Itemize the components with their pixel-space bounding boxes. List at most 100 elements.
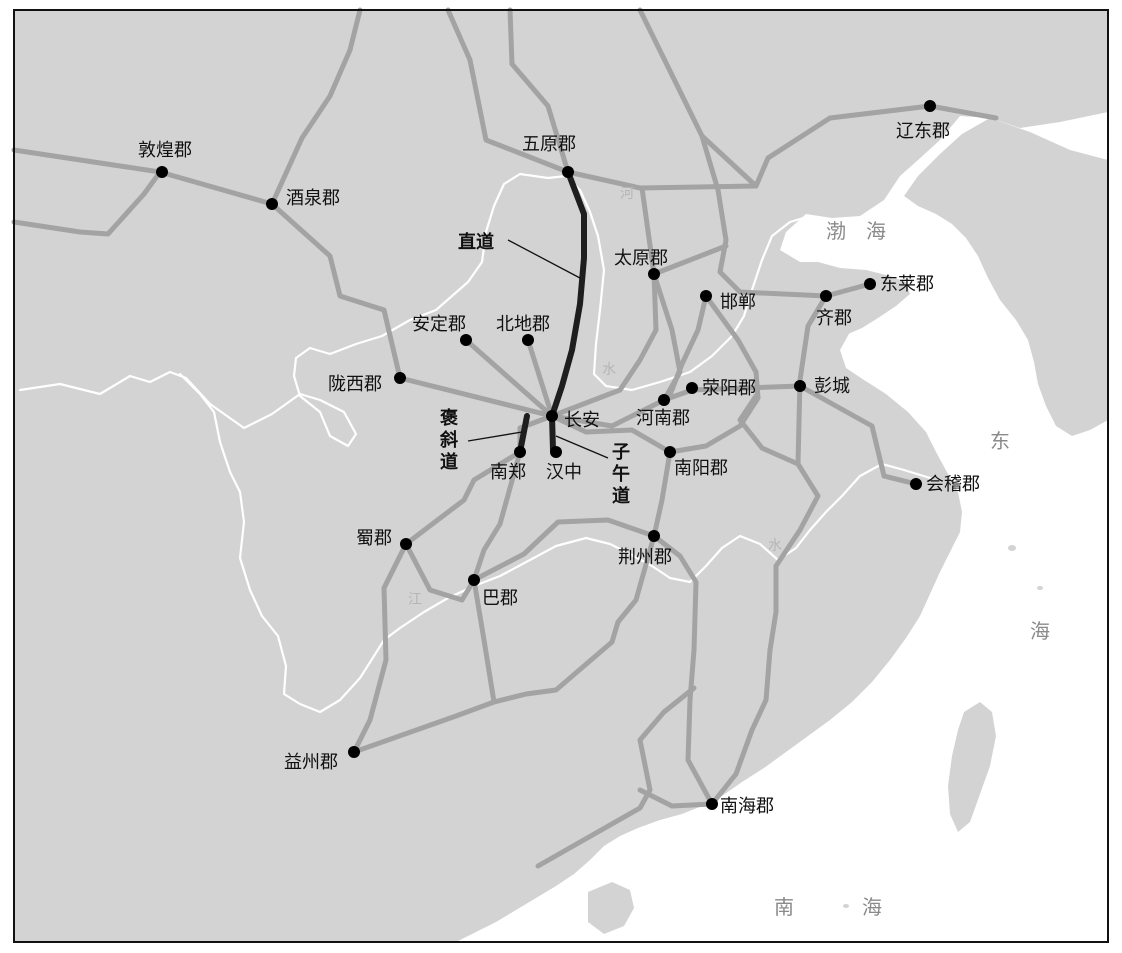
city-label-longxi: 陇西郡 bbox=[328, 374, 382, 395]
sea-label-nanhai-2: 海 bbox=[862, 895, 882, 919]
city-labels: 敦煌郡 酒泉郡 五原郡 辽东郡 太原郡 邯郸 齐郡 东莱郡 安定郡 北地郡 陇西… bbox=[138, 121, 980, 817]
city-label-ba: 巴郡 bbox=[482, 588, 518, 609]
city-dot-qi[interactable] bbox=[820, 290, 832, 302]
route-label-ziwu-3: 道 bbox=[612, 485, 630, 507]
city-dot-taiyuan[interactable] bbox=[648, 268, 660, 280]
city-label-beidi: 北地郡 bbox=[496, 314, 550, 335]
city-dot-changan[interactable] bbox=[546, 410, 558, 422]
leader-lines bbox=[467, 239, 609, 459]
city-dot-longxi[interactable] bbox=[394, 372, 406, 384]
city-dot-nanzheng[interactable] bbox=[514, 446, 526, 458]
city-dot-kuaiji[interactable] bbox=[910, 478, 922, 490]
land-shandong bbox=[840, 268, 910, 334]
land-island bbox=[1008, 545, 1016, 551]
route-label-ziwu-1: 子 bbox=[612, 442, 630, 463]
city-label-liaodong: 辽东郡 bbox=[896, 121, 950, 142]
route-label-ziwu-2: 午 bbox=[612, 463, 630, 485]
city-dot-wuyuan[interactable] bbox=[562, 166, 574, 178]
city-dots bbox=[156, 100, 936, 810]
city-dot-nanhai[interactable] bbox=[706, 798, 718, 810]
land-island bbox=[1066, 379, 1090, 389]
city-dot-handan[interactable] bbox=[700, 290, 712, 302]
route-label-baoxie-3: 道 bbox=[440, 451, 458, 473]
city-label-hanzhong: 汉中 bbox=[546, 462, 582, 483]
road bbox=[549, 383, 919, 487]
map-frame bbox=[13, 9, 1109, 943]
city-label-nanyang: 南阳郡 bbox=[674, 458, 728, 479]
land-island bbox=[843, 904, 849, 908]
roads bbox=[11, 7, 999, 869]
yellow-river bbox=[18, 172, 846, 448]
road bbox=[397, 375, 555, 419]
city-label-kuaiji: 会稽郡 bbox=[926, 474, 980, 495]
zhidao-leader bbox=[507, 239, 581, 279]
route-labels: 直道 褒 斜 道 子 午 道 bbox=[439, 231, 630, 507]
route-baoxie-line bbox=[517, 413, 530, 455]
city-label-taiyuan: 太原郡 bbox=[614, 248, 668, 269]
road bbox=[445, 7, 999, 191]
road bbox=[737, 393, 801, 467]
city-label-changan: 长安 bbox=[564, 410, 600, 431]
city-label-anding: 安定郡 bbox=[412, 314, 466, 335]
sea-labels: 渤 海 东 海 南 海 bbox=[774, 219, 1050, 919]
city-label-jiuquan: 酒泉郡 bbox=[286, 188, 340, 209]
road bbox=[549, 413, 673, 455]
land-hainan bbox=[588, 882, 634, 934]
city-label-xingyang: 荥阳郡 bbox=[702, 378, 756, 399]
city-dot-liaodong[interactable] bbox=[924, 100, 936, 112]
land-island bbox=[1037, 586, 1043, 590]
road bbox=[463, 337, 555, 419]
road bbox=[699, 133, 759, 189]
sea-label-donghai-1: 东 bbox=[990, 429, 1010, 453]
city-label-handan: 邯郸 bbox=[720, 292, 756, 313]
road bbox=[637, 7, 873, 299]
river-label-he-1: 河 bbox=[620, 186, 634, 202]
city-label-qi: 齐郡 bbox=[816, 308, 852, 329]
city-label-jingzhou: 荆州郡 bbox=[618, 547, 672, 568]
city-dot-dunhuang[interactable] bbox=[156, 166, 168, 178]
city-dot-yizhou[interactable] bbox=[348, 746, 360, 758]
land-mainland bbox=[14, 10, 1108, 942]
road bbox=[525, 337, 555, 419]
city-dot-jiuquan[interactable] bbox=[266, 198, 278, 210]
city-label-nanhai: 南海郡 bbox=[720, 796, 774, 817]
city-dot-nanyang[interactable] bbox=[664, 446, 676, 458]
city-dot-anding[interactable] bbox=[460, 334, 472, 346]
city-dot-ba[interactable] bbox=[468, 574, 480, 586]
land-taiwan bbox=[948, 702, 996, 832]
road bbox=[507, 7, 571, 175]
city-dot-hanzhong[interactable] bbox=[550, 446, 562, 458]
road bbox=[667, 293, 761, 455]
road bbox=[637, 787, 715, 809]
river-label-jiang-1: 江 bbox=[408, 592, 422, 608]
road bbox=[11, 169, 163, 237]
city-dot-jingzhou[interactable] bbox=[648, 530, 660, 542]
river-labels: 河 水 江 水 bbox=[408, 186, 782, 608]
city-label-pengcheng: 彭城 bbox=[814, 376, 850, 397]
city-label-dunhuang: 敦煌郡 bbox=[138, 140, 192, 161]
city-dot-henan[interactable] bbox=[658, 394, 670, 406]
city-label-donglai: 东莱郡 bbox=[880, 274, 934, 295]
river-label-jiang-2: 水 bbox=[768, 538, 782, 554]
ziwu-leader bbox=[555, 435, 609, 459]
road bbox=[535, 685, 697, 869]
route-label-baoxie-1: 褒 bbox=[439, 407, 459, 429]
route-zhidao-line bbox=[549, 169, 587, 419]
sea-label-bohai-1: 渤 bbox=[826, 219, 846, 243]
route-label-baoxie-2: 斜 bbox=[439, 429, 458, 451]
route-label-zhidao: 直道 bbox=[458, 231, 494, 253]
land-korea bbox=[904, 118, 1108, 436]
city-dot-xingyang[interactable] bbox=[686, 382, 698, 394]
city-dot-shu[interactable] bbox=[400, 538, 412, 550]
city-dot-pengcheng[interactable] bbox=[794, 380, 806, 392]
road bbox=[549, 271, 659, 419]
city-dot-donglai[interactable] bbox=[864, 278, 876, 290]
road bbox=[269, 7, 363, 207]
baoxie-leader bbox=[467, 431, 523, 442]
city-label-yizhou: 益州郡 bbox=[284, 752, 338, 773]
city-label-wuyuan: 五原郡 bbox=[522, 134, 576, 155]
city-dot-beidi[interactable] bbox=[522, 334, 534, 346]
city-label-nanzheng: 南郑 bbox=[490, 462, 526, 483]
road bbox=[471, 449, 523, 705]
